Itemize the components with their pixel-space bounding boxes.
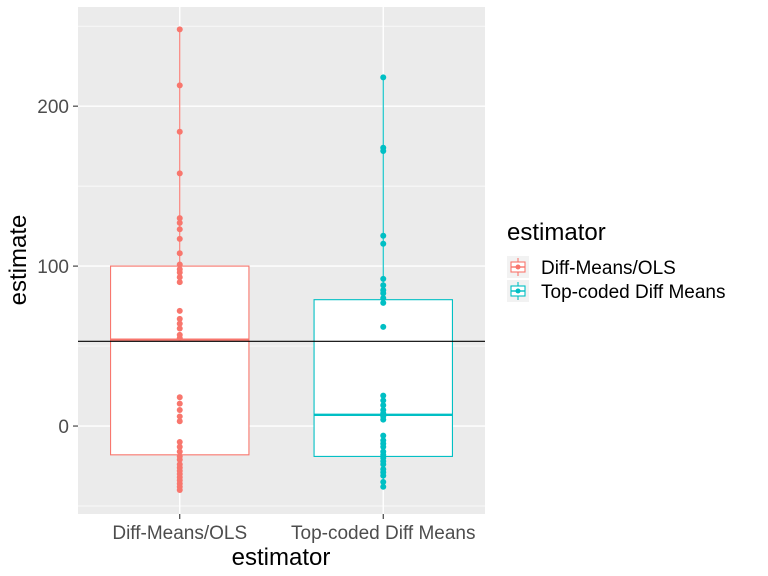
legend-label: Top-coded Diff Means	[541, 282, 725, 303]
legend: estimator Diff-Means/OLS Top-coded Diff M…	[507, 219, 725, 303]
data-point	[176, 394, 183, 401]
data-point	[176, 448, 183, 455]
y-axis-title: estimate	[5, 215, 32, 306]
data-point	[176, 439, 183, 446]
data-point	[176, 418, 183, 425]
data-point	[176, 219, 183, 226]
legend-label: Diff-Means/OLS	[541, 258, 676, 279]
data-point	[176, 413, 183, 420]
data-point	[176, 82, 183, 89]
data-point	[176, 226, 183, 233]
data-point	[380, 397, 387, 404]
data-point	[380, 275, 387, 282]
boxplot-diff-means-ols	[110, 26, 250, 494]
data-point	[176, 250, 183, 257]
data-point	[380, 392, 387, 399]
data-point	[380, 483, 387, 490]
data-point	[176, 315, 183, 322]
data-point	[176, 26, 183, 33]
data-point	[380, 443, 387, 450]
data-point	[380, 74, 387, 81]
data-point	[176, 261, 183, 268]
data-point	[176, 335, 183, 342]
data-point	[380, 402, 387, 409]
axes: 0 100 200 Diff-Means/OLS Top-coded Diff Mean…	[37, 97, 475, 544]
data-point	[380, 295, 387, 302]
data-point	[380, 479, 387, 486]
data-point	[380, 416, 387, 423]
data-point	[176, 274, 183, 281]
data-point	[176, 487, 183, 494]
legend-title: estimator	[507, 219, 606, 246]
data-point	[176, 400, 183, 407]
data-point	[176, 307, 183, 314]
data-point	[176, 279, 183, 286]
boxplot-top-coded-diff-means	[313, 74, 453, 490]
legend-key-point	[515, 288, 521, 294]
data-point	[176, 320, 183, 327]
data-point	[380, 461, 387, 468]
data-point	[380, 299, 387, 306]
data-point	[176, 407, 183, 414]
x-tick-label: Diff-Means/OLS	[112, 523, 247, 544]
data-point	[176, 269, 183, 276]
data-point	[176, 235, 183, 242]
box-iqr	[110, 265, 250, 456]
legend-key-top-coded-diff-means	[507, 280, 529, 302]
data-point	[176, 170, 183, 177]
data-point	[380, 432, 387, 439]
data-point	[176, 215, 183, 222]
data-point	[176, 325, 183, 332]
y-tick-label: 100	[37, 257, 69, 278]
x-tick-label: Top-coded Diff Means	[291, 523, 475, 544]
data-point	[176, 128, 183, 135]
chart-marks	[78, 26, 485, 494]
data-point	[380, 147, 387, 154]
data-point	[380, 232, 387, 239]
data-point	[380, 290, 387, 297]
legend-key-point	[515, 264, 521, 270]
y-tick-label: 200	[37, 97, 69, 118]
legend-key-diff-means-ols	[507, 256, 529, 278]
data-point	[380, 472, 387, 479]
y-tick-label: 0	[58, 417, 69, 438]
data-point	[380, 240, 387, 247]
data-point	[176, 443, 183, 450]
data-point	[380, 323, 387, 330]
x-axis-title: estimator	[232, 544, 331, 571]
data-point	[176, 456, 183, 463]
data-point	[380, 282, 387, 289]
